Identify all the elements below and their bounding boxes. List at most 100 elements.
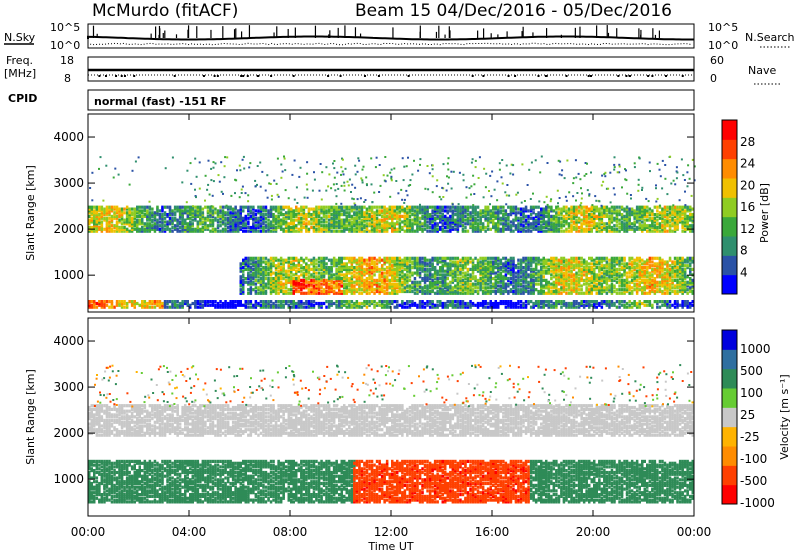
power-cell (297, 278, 301, 282)
power-cell (242, 273, 245, 277)
power-cell (269, 225, 273, 230)
power-cell (385, 284, 389, 288)
power-cell (461, 289, 465, 294)
power-cell (403, 211, 407, 215)
power-cell (557, 273, 561, 277)
power-cell (668, 225, 672, 230)
power-cell (138, 220, 141, 224)
power-cell (519, 229, 523, 233)
power-cell (625, 222, 629, 226)
power-cell (524, 225, 528, 230)
power-cell (476, 224, 480, 228)
power-cell (580, 284, 583, 288)
power-cell (279, 273, 283, 277)
power-cell (345, 227, 348, 231)
power-cell (262, 260, 265, 264)
power-cell (312, 271, 316, 275)
power-cell (615, 277, 619, 281)
power-cell (610, 256, 614, 260)
power-cell (401, 260, 404, 264)
power-cell (439, 288, 442, 292)
power-cell (338, 275, 341, 279)
power-cell (577, 282, 581, 286)
power-cell (322, 225, 326, 230)
power-cell (580, 224, 583, 228)
power-cell (391, 214, 394, 218)
power-cell (527, 229, 530, 233)
power-cell (423, 284, 427, 288)
power-cell (481, 225, 485, 230)
power-cell (363, 229, 366, 233)
power-cell (274, 256, 278, 260)
power-cell (125, 229, 129, 233)
power-cell (184, 211, 187, 215)
power-cell (315, 277, 318, 281)
power-cell (481, 291, 485, 295)
power-cell (350, 227, 354, 231)
power-cell (484, 267, 487, 271)
power-cell (264, 284, 268, 288)
power-cell (403, 289, 407, 294)
power-cell (118, 229, 121, 233)
nave-point (651, 75, 654, 77)
power-cell (570, 256, 573, 260)
power-cell (413, 256, 417, 260)
power-cell (540, 224, 543, 228)
power-cell (398, 269, 402, 273)
power-cell (307, 209, 311, 213)
power-cell (613, 258, 616, 262)
power-cell (113, 229, 116, 233)
power-cell (267, 271, 270, 275)
power-cell (466, 278, 470, 282)
power-cell (257, 258, 260, 262)
power-cell (320, 229, 323, 233)
power-cell (242, 216, 245, 220)
power-cell (338, 220, 341, 224)
power-cell (689, 225, 692, 230)
power-cell (348, 256, 351, 260)
power-cell (292, 284, 295, 288)
power-cell (479, 284, 482, 288)
power-cell (365, 286, 369, 290)
power-cell (570, 258, 573, 262)
power-cell (532, 278, 535, 282)
power-cell (300, 218, 303, 222)
power-cell (375, 262, 379, 266)
power-cell (360, 258, 364, 262)
power-cell (547, 214, 550, 218)
power-cell (363, 224, 366, 228)
power-cell (497, 216, 500, 220)
power-cell (509, 260, 513, 264)
power-cell (350, 205, 354, 209)
power-cell (542, 209, 545, 213)
power-cell (456, 214, 460, 218)
power-cell (464, 264, 467, 268)
power-cell (115, 207, 119, 211)
power-cell (461, 220, 465, 224)
power-cell (481, 256, 485, 260)
power-cell (305, 284, 308, 288)
power-cell (396, 216, 399, 220)
power-cell (413, 262, 417, 266)
power-cell (257, 262, 260, 266)
power-cell (242, 229, 245, 233)
power-cell (320, 256, 323, 260)
power-cell (661, 209, 664, 213)
power-cell (398, 209, 402, 213)
power-cell (582, 222, 586, 226)
power-cell (426, 211, 429, 215)
power-cell (570, 214, 573, 218)
power-cell (524, 205, 528, 209)
power-cell (494, 225, 497, 230)
power-cell (130, 216, 134, 220)
power-cell (330, 269, 333, 273)
power-cell (130, 222, 134, 226)
power-cell (625, 209, 629, 213)
power-cell (259, 269, 263, 273)
power-cell (499, 286, 503, 290)
power-cell (542, 291, 545, 295)
power-cell (310, 288, 313, 292)
power-cell (360, 224, 364, 228)
power-cell (418, 207, 422, 211)
power-cell (325, 278, 328, 282)
